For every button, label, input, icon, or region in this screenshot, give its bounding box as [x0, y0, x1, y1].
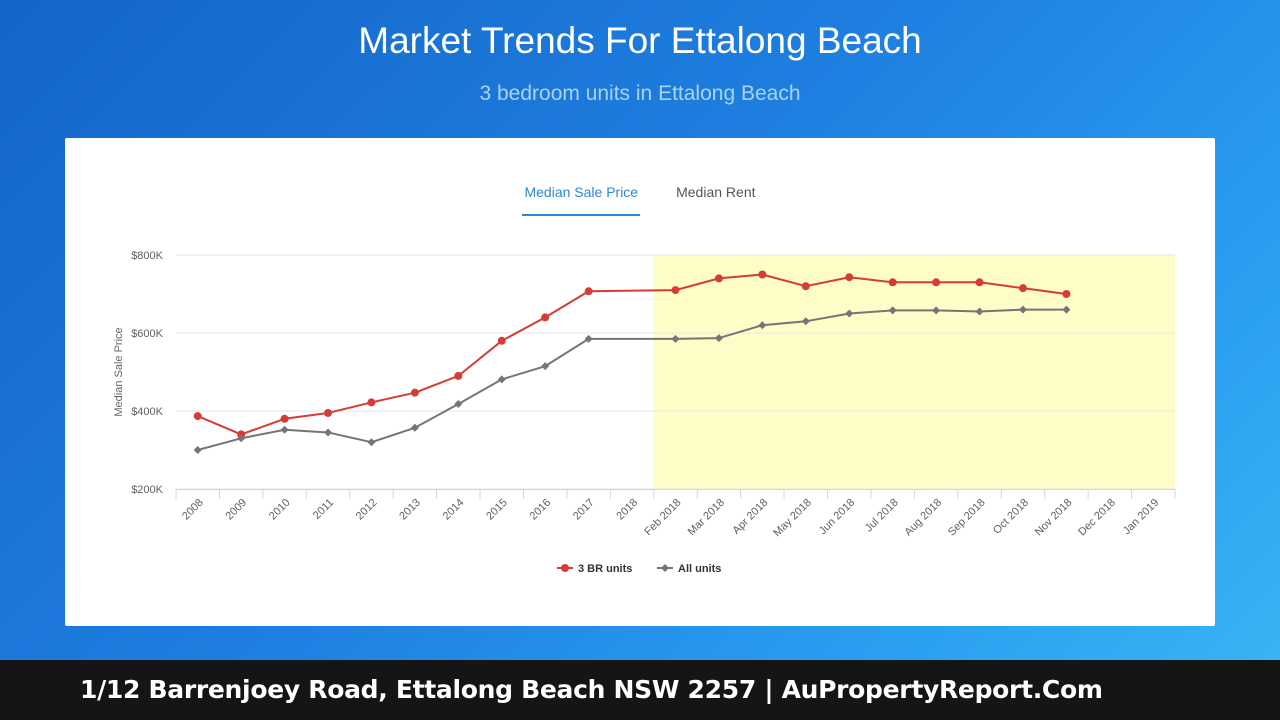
series-point-2 [1018, 305, 1027, 314]
series-point-1 [975, 278, 984, 287]
x-tick-label: 2009 [223, 497, 249, 523]
x-tick-label: 2015 [484, 497, 510, 523]
x-tick-label: Dec 2018 [1076, 497, 1118, 539]
series-point-1 [801, 282, 810, 291]
x-tick-label: 2008 [180, 497, 206, 523]
series-point-2 [367, 438, 376, 447]
x-tick-label: Nov 2018 [1033, 497, 1075, 539]
series-point-1 [888, 278, 897, 287]
highlight-band [653, 255, 1175, 489]
x-tick-label: Apr 2018 [730, 497, 770, 537]
x-tick-label: Jan 2019 [1121, 497, 1161, 537]
series-point-1 [541, 313, 550, 322]
series-point-1 [845, 273, 854, 282]
series-point-2 [193, 446, 202, 454]
series-point-2 [932, 306, 941, 315]
series-point-2 [541, 362, 550, 371]
series-point-1 [454, 371, 463, 380]
x-tick-label: Oct 2018 [991, 497, 1031, 537]
series-point-1 [671, 286, 680, 295]
series-point-2 [454, 399, 463, 408]
series-point-2 [845, 309, 854, 318]
series-point-2 [324, 428, 333, 437]
chart-card: Median Sale Price Median Rent $200K $400K… [65, 138, 1215, 626]
series-point-1 [367, 398, 376, 407]
series-point-2 [714, 334, 723, 343]
x-tick-label: 2018 [614, 497, 640, 523]
legend-marker-2 [661, 564, 669, 572]
series-point-1 [932, 278, 941, 287]
series-point-1 [758, 270, 767, 279]
x-tick-label: Jun 2018 [817, 497, 857, 537]
x-tick-label: 2011 [311, 497, 336, 522]
x-tick-label: Mar 2018 [686, 497, 727, 538]
series-point-2 [237, 434, 246, 443]
x-tick-label: Aug 2018 [902, 497, 944, 539]
series-point-2 [584, 334, 593, 343]
tab-median-rent[interactable]: Median Rent [676, 184, 756, 200]
series-point-1 [280, 414, 289, 423]
legend-label-2: All units [678, 563, 721, 575]
series-point-1 [1018, 284, 1027, 293]
x-tick-label: 2013 [397, 497, 423, 523]
series-line-1 [197, 273, 1067, 436]
series-line-2 [197, 308, 1067, 451]
y-tick-label: $800K [131, 250, 163, 262]
series-point-1 [714, 274, 723, 283]
y-tick-label: $600K [131, 328, 163, 340]
tab-median-sale-price[interactable]: Median Sale Price [522, 182, 641, 216]
y-axis-title: Median Sale Price [113, 327, 125, 416]
x-tick-label: 2010 [267, 497, 293, 523]
series-point-2 [758, 321, 767, 330]
page-title: Market Trends For Ettalong Beach [358, 20, 922, 61]
x-tick-label: Jul 2018 [863, 497, 901, 535]
y-tick-label: $200K [131, 484, 163, 496]
x-tick-label: 2017 [571, 497, 597, 523]
series-point-1 [193, 412, 202, 421]
y-tick-label: $400K [131, 406, 163, 418]
series-point-2 [1062, 305, 1071, 314]
x-tick-label: Feb 2018 [642, 497, 683, 538]
x-tick-label: 2012 [354, 497, 380, 523]
chart-tabs: Median Sale Price Median Rent [65, 182, 1215, 216]
x-tick-label: May 2018 [771, 497, 814, 540]
page-subtitle: 3 bedroom units in Ettalong Beach [479, 82, 801, 105]
series-point-1 [324, 408, 333, 417]
footer-address: 1/12 Barrenjoey Road, Ettalong Beach NSW… [0, 660, 1280, 720]
legend-label-1: 3 BR units [578, 563, 632, 575]
legend-marker-1 [561, 564, 569, 572]
series-point-2 [410, 423, 419, 432]
x-tick-label: 2014 [441, 497, 467, 523]
series-point-1 [497, 336, 506, 345]
series-point-2 [801, 317, 810, 326]
x-tick-label: Sep 2018 [946, 497, 988, 539]
series-point-2 [671, 334, 680, 343]
series-point-2 [888, 306, 897, 315]
x-tick-label: 2016 [528, 497, 554, 523]
series-point-1 [584, 287, 593, 296]
series-point-2 [280, 425, 289, 434]
series-point-2 [975, 307, 984, 316]
line-chart: $200K $400K $600K $800K 2008 2009 2010 2011 2012… [113, 250, 1176, 575]
series-point-1 [1062, 290, 1071, 298]
series-point-1 [410, 388, 419, 397]
series-point-2 [497, 375, 506, 384]
